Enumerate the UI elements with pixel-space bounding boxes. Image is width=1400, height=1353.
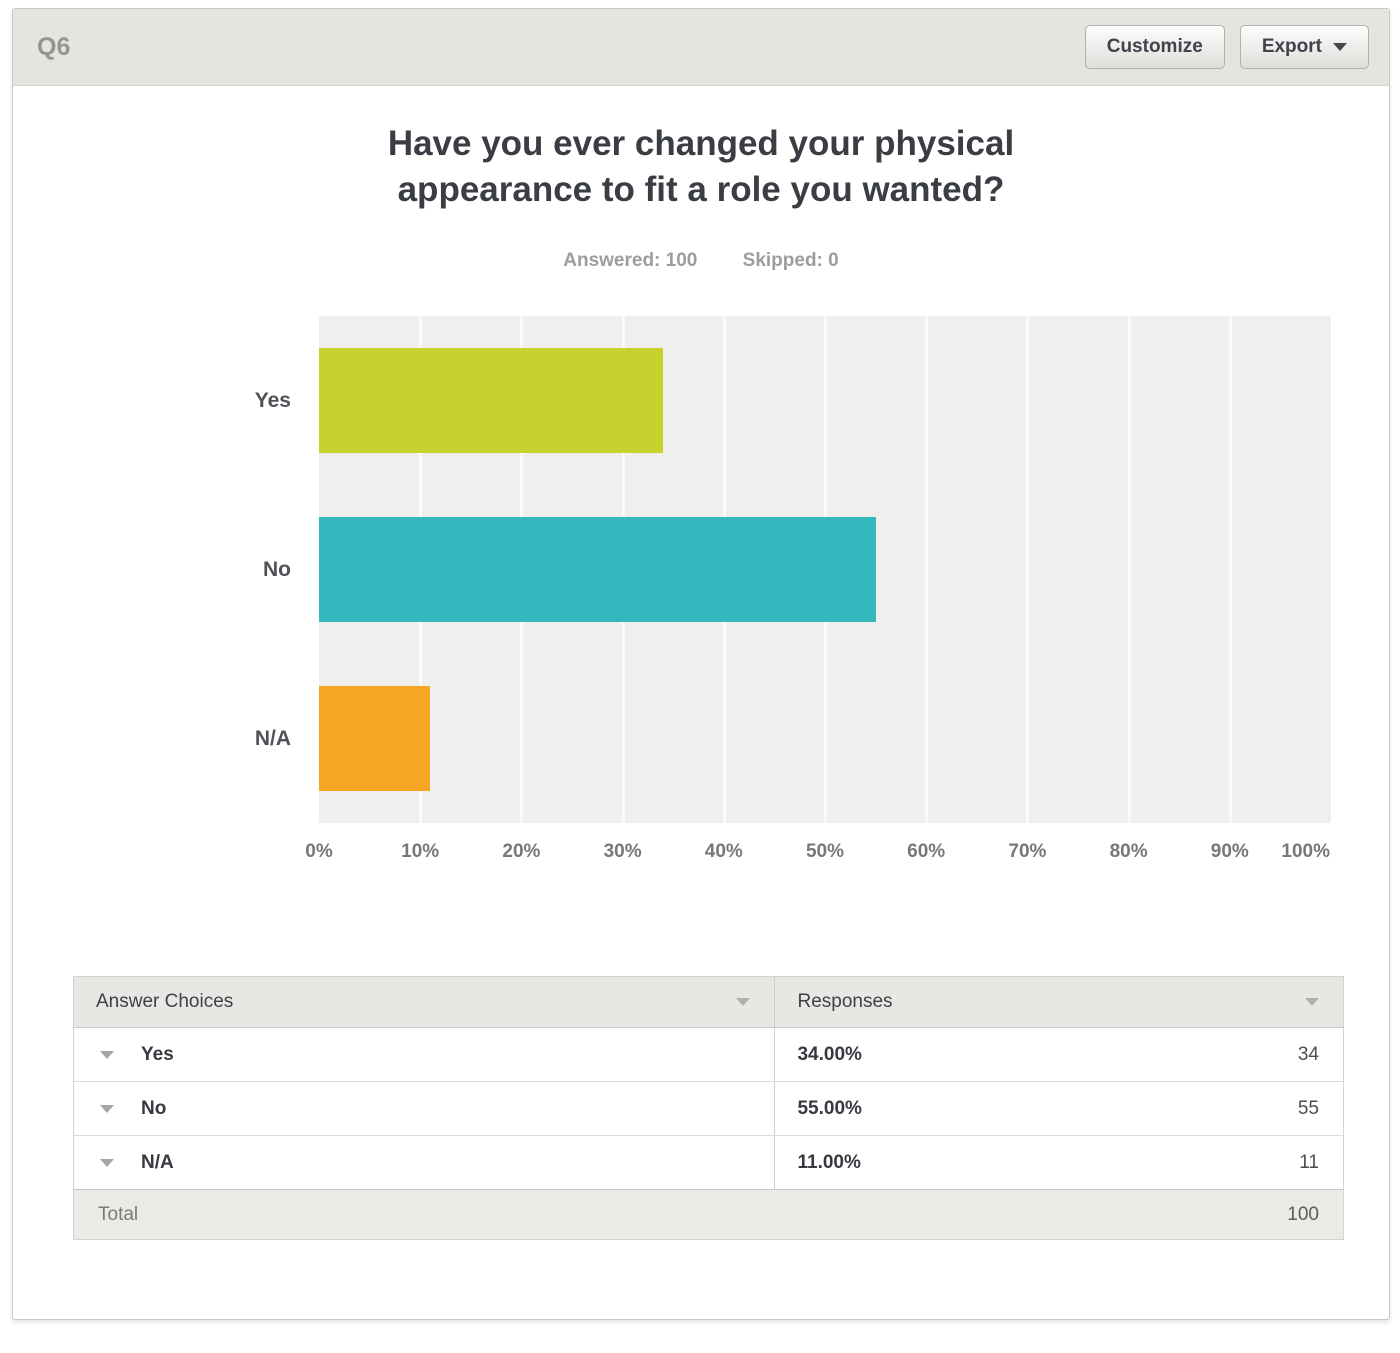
table-total-row: Total 100 <box>74 1189 1343 1239</box>
response-cell: 55.00% 55 <box>774 1082 1343 1135</box>
x-tick-label: 30% <box>603 841 642 862</box>
response-count: 34 <box>1297 1043 1319 1065</box>
total-count: 100 <box>1287 1203 1319 1225</box>
responses-header-cell[interactable]: Responses <box>774 977 1343 1027</box>
customize-button[interactable]: Customize <box>1084 25 1225 69</box>
bar-track <box>319 316 1331 485</box>
chart-title: Have you ever changed your physical appe… <box>387 124 1015 210</box>
x-tick-label: 0% <box>305 841 333 862</box>
y-axis-labels: Yes No N/A <box>13 316 305 823</box>
table-row: N/A 11.00% 11 <box>74 1135 1343 1189</box>
skipped-count: Skipped: 0 <box>742 250 839 271</box>
x-tick-label: 20% <box>502 841 541 862</box>
x-tick-label: 90% <box>1210 841 1249 862</box>
header-actions: Customize Export <box>1084 25 1369 69</box>
x-tick-label: 80% <box>1109 841 1148 862</box>
gridline <box>1026 316 1030 823</box>
table-header-row: Answer Choices Responses <box>74 977 1343 1027</box>
response-cell: 11.00% 11 <box>774 1136 1343 1189</box>
bar-no[interactable] <box>319 517 876 622</box>
response-count: 55 <box>1297 1097 1319 1119</box>
bar-track <box>319 485 1331 654</box>
choice-label: N/A <box>141 1151 174 1173</box>
response-percent: 11.00% <box>797 1151 861 1173</box>
sort-icon[interactable] <box>736 998 751 1006</box>
choice-cell: Yes <box>74 1028 774 1081</box>
export-button-label: Export <box>1261 36 1322 57</box>
table-row: No 55.00% 55 <box>74 1081 1343 1135</box>
gridline <box>1127 316 1131 823</box>
gridline <box>1228 316 1232 823</box>
question-number: Q6 <box>37 32 71 61</box>
response-cell: 34.00% 34 <box>774 1028 1343 1081</box>
results-table: Answer Choices Responses Yes 34.00% 34 <box>73 976 1344 1240</box>
y-label-na: N/A <box>254 726 291 750</box>
answered-count: Answered: 100 <box>563 250 698 271</box>
x-tick-label: 40% <box>704 841 743 862</box>
answer-choices-header-cell[interactable]: Answer Choices <box>74 977 774 1027</box>
plot-area <box>319 316 1331 823</box>
customize-button-label: Customize <box>1106 36 1203 57</box>
choice-cell: No <box>74 1082 774 1135</box>
answered-skipped-line: Answered: 100 Skipped: 0 <box>13 250 1389 272</box>
answer-choices-header-label: Answer Choices <box>96 991 234 1012</box>
choice-label: No <box>141 1097 167 1119</box>
x-axis: 0% 10% 20% 30% 40% 50% 60% 70% 80% 90% 100% <box>305 841 1331 873</box>
bar-na[interactable] <box>319 686 431 791</box>
x-tick-label: 10% <box>401 841 440 862</box>
choice-label: Yes <box>141 1043 174 1065</box>
y-label-yes: Yes <box>254 388 291 412</box>
x-tick-label: 60% <box>907 841 946 862</box>
choice-cell: N/A <box>74 1136 774 1189</box>
card-header: Q6 Customize Export <box>13 9 1389 86</box>
sort-icon[interactable] <box>1305 998 1319 1006</box>
x-tick-label: 70% <box>1008 841 1047 862</box>
response-count: 11 <box>1299 1151 1319 1173</box>
responses-header-label: Responses <box>797 991 893 1012</box>
chevron-down-icon <box>1333 43 1347 51</box>
row-expand-icon[interactable] <box>100 1050 114 1059</box>
total-value-cell: 100 <box>774 1190 1343 1239</box>
response-percent: 55.00% <box>797 1097 862 1119</box>
x-tick-label: 100% <box>1281 841 1330 862</box>
bar-yes[interactable] <box>319 348 664 453</box>
y-label-no: No <box>263 557 291 581</box>
total-label: Total <box>98 1203 139 1225</box>
x-tick-label: 50% <box>805 841 845 862</box>
total-label-cell: Total <box>74 1190 774 1239</box>
table-row: Yes 34.00% 34 <box>74 1027 1343 1081</box>
export-button[interactable]: Export <box>1239 25 1369 69</box>
response-percent: 34.00% <box>797 1043 862 1065</box>
row-expand-icon[interactable] <box>100 1158 114 1167</box>
gridline <box>925 316 929 823</box>
bar-track <box>319 654 1331 823</box>
row-expand-icon[interactable] <box>100 1104 114 1113</box>
question-card: Q6 Customize Export Have you ever change… <box>12 8 1390 1320</box>
